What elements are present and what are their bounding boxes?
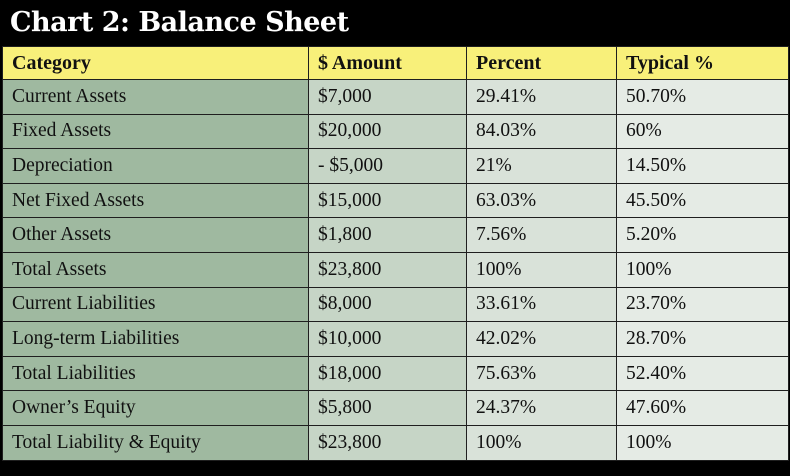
category-cell: Depreciation bbox=[2, 148, 309, 184]
chart-title: Chart 2: Balance Sheet bbox=[10, 7, 349, 38]
percent-cell: 75.63% bbox=[466, 355, 617, 392]
header-percent: Percent bbox=[466, 46, 617, 80]
category-cell: Total Liabilities bbox=[2, 355, 309, 392]
amount-cell: $15,000 bbox=[308, 182, 467, 219]
typical-cell: 52.40% bbox=[616, 355, 789, 392]
category-cell: Fixed Assets bbox=[2, 113, 309, 150]
table-row: Current Assets $7,000 29.41% 50.70% bbox=[2, 79, 789, 115]
typical-cell: 23.70% bbox=[616, 286, 789, 323]
amount-cell: $5,800 bbox=[308, 390, 467, 426]
table-row: Long-term Liabilities $10,000 42.02% 28.… bbox=[2, 321, 789, 357]
percent-cell: 21% bbox=[466, 148, 617, 184]
table-row: Net Fixed Assets $15,000 63.03% 45.50% bbox=[2, 182, 789, 219]
amount-cell: $10,000 bbox=[308, 321, 467, 357]
typical-cell: 28.70% bbox=[616, 321, 789, 357]
header-amount: $ Amount bbox=[308, 46, 467, 80]
percent-cell: 100% bbox=[466, 424, 617, 461]
typical-cell: 47.60% bbox=[616, 390, 789, 426]
typical-cell: 14.50% bbox=[616, 148, 789, 184]
percent-cell: 63.03% bbox=[466, 182, 617, 219]
percent-cell: 100% bbox=[466, 251, 617, 288]
percent-cell: 7.56% bbox=[466, 217, 617, 253]
typical-cell: 5.20% bbox=[616, 217, 789, 253]
amount-cell: $18,000 bbox=[308, 355, 467, 392]
amount-cell: $7,000 bbox=[308, 79, 467, 115]
category-cell: Current Assets bbox=[2, 79, 309, 115]
percent-cell: 42.02% bbox=[466, 321, 617, 357]
percent-cell: 84.03% bbox=[466, 113, 617, 150]
table-row: Depreciation - $5,000 21% 14.50% bbox=[2, 148, 789, 184]
amount-cell: $23,800 bbox=[308, 251, 467, 288]
category-cell: Owner’s Equity bbox=[2, 390, 309, 426]
typical-cell: 100% bbox=[616, 424, 789, 461]
header-category: Category bbox=[2, 46, 309, 80]
typical-cell: 50.70% bbox=[616, 79, 789, 115]
table-row: Current Liabilities $8,000 33.61% 23.70% bbox=[2, 286, 789, 323]
table-row: Total Assets $23,800 100% 100% bbox=[2, 251, 789, 288]
category-cell: Total Liability & Equity bbox=[2, 424, 309, 461]
amount-cell: $1,800 bbox=[308, 217, 467, 253]
typical-cell: 100% bbox=[616, 251, 789, 288]
category-cell: Current Liabilities bbox=[2, 286, 309, 323]
balance-sheet-table: Category $ Amount Percent Typical % Curr… bbox=[2, 46, 789, 461]
table-row: Fixed Assets $20,000 84.03% 60% bbox=[2, 113, 789, 150]
table-row: Other Assets $1,800 7.56% 5.20% bbox=[2, 217, 789, 253]
percent-cell: 24.37% bbox=[466, 390, 617, 426]
category-cell: Total Assets bbox=[2, 251, 309, 288]
typical-cell: 60% bbox=[616, 113, 789, 150]
table-row: Total Liabilities $18,000 75.63% 52.40% bbox=[2, 355, 789, 392]
percent-cell: 33.61% bbox=[466, 286, 617, 323]
header-typical: Typical % bbox=[616, 46, 789, 80]
amount-cell: $20,000 bbox=[308, 113, 467, 150]
category-cell: Net Fixed Assets bbox=[2, 182, 309, 219]
header-row: Category $ Amount Percent Typical % bbox=[2, 46, 789, 80]
amount-cell: $8,000 bbox=[308, 286, 467, 323]
table-row: Owner’s Equity $5,800 24.37% 47.60% bbox=[2, 390, 789, 426]
amount-cell: - $5,000 bbox=[308, 148, 467, 184]
table-row: Total Liability & Equity $23,800 100% 10… bbox=[2, 424, 789, 461]
amount-cell: $23,800 bbox=[308, 424, 467, 461]
category-cell: Long-term Liabilities bbox=[2, 321, 309, 357]
percent-cell: 29.41% bbox=[466, 79, 617, 115]
category-cell: Other Assets bbox=[2, 217, 309, 253]
typical-cell: 45.50% bbox=[616, 182, 789, 219]
